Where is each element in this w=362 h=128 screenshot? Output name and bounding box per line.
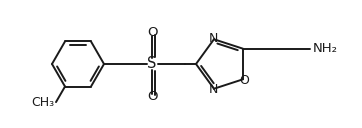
Text: O: O bbox=[147, 26, 157, 40]
Text: NH₂: NH₂ bbox=[313, 42, 338, 55]
Text: N: N bbox=[208, 83, 218, 96]
Text: N: N bbox=[208, 32, 218, 45]
Text: O: O bbox=[147, 90, 157, 104]
Text: CH₃: CH₃ bbox=[31, 96, 54, 109]
Text: S: S bbox=[147, 56, 157, 72]
Text: O: O bbox=[239, 74, 249, 87]
